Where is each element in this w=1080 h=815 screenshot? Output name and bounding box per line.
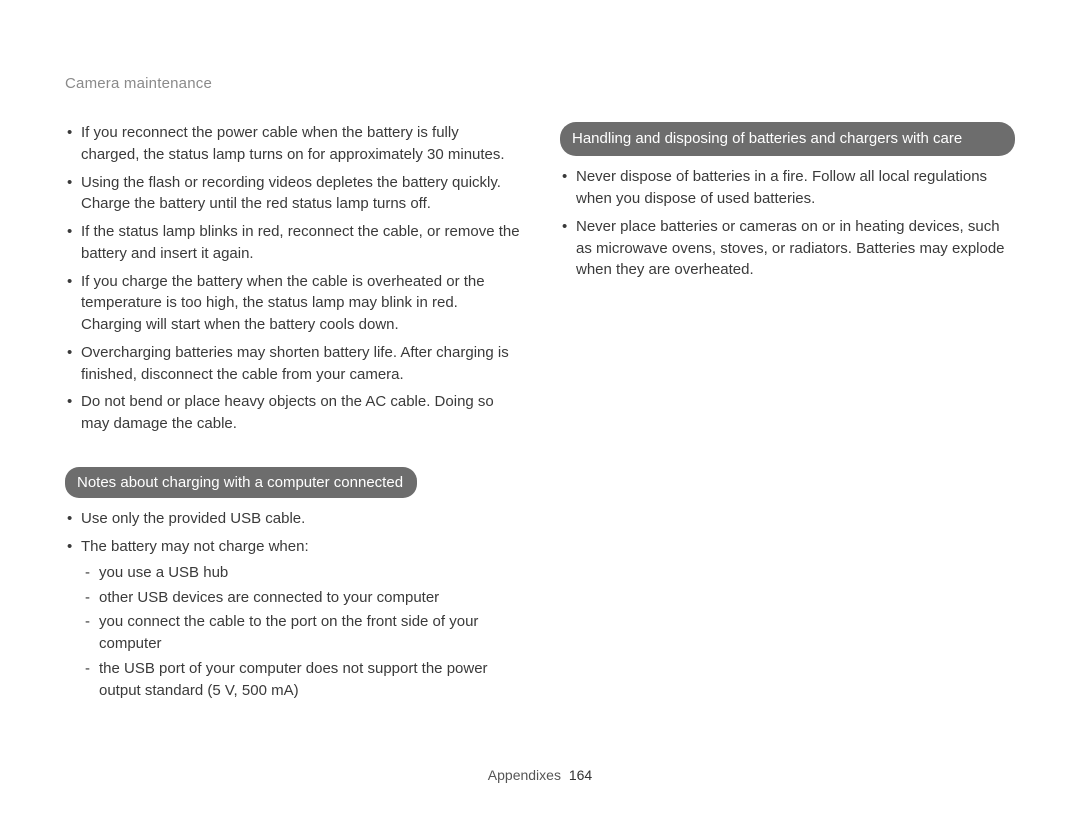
list-item-text: The battery may not charge when: (81, 538, 309, 555)
list-item: The battery may not charge when: you use… (65, 536, 520, 701)
page: Camera maintenance If you reconnect the … (0, 0, 1080, 815)
list-item: Do not bend or place heavy objects on th… (65, 391, 520, 435)
notes-list: Use only the provided USB cable. The bat… (65, 508, 520, 701)
right-column: Handling and disposing of batteries and … (560, 122, 1015, 707)
notes-heading-pill: Notes about charging with a computer con… (65, 467, 417, 499)
section-header: Camera maintenance (65, 75, 1015, 92)
list-item: Using the flash or recording videos depl… (65, 172, 520, 216)
list-item: If you reconnect the power cable when th… (65, 122, 520, 166)
sub-list-item: other USB devices are connected to your … (85, 587, 520, 609)
two-column-layout: If you reconnect the power cable when th… (65, 122, 1015, 707)
list-item: Use only the provided USB cable. (65, 508, 520, 530)
footer-page-number: 164 (569, 767, 592, 783)
left-column: If you reconnect the power cable when th… (65, 122, 520, 707)
footer-section-label: Appendixes (488, 767, 561, 783)
sub-list-item: you connect the cable to the port on the… (85, 611, 520, 655)
list-item: Overcharging batteries may shorten batte… (65, 342, 520, 386)
list-item: Never place batteries or cameras on or i… (560, 216, 1015, 281)
handling-heading-pill: Handling and disposing of batteries and … (560, 122, 1015, 156)
sub-list-item: you use a USB hub (85, 562, 520, 584)
handling-list: Never dispose of batteries in a fire. Fo… (560, 166, 1015, 281)
list-item: If you charge the battery when the cable… (65, 271, 520, 336)
notes-sublist: you use a USB hub other USB devices are … (81, 562, 520, 702)
sub-list-item: the USB port of your computer does not s… (85, 658, 520, 702)
list-item: If the status lamp blinks in red, reconn… (65, 221, 520, 265)
page-footer: Appendixes 164 (0, 767, 1080, 783)
list-item: Never dispose of batteries in a fire. Fo… (560, 166, 1015, 210)
battery-tips-list: If you reconnect the power cable when th… (65, 122, 520, 435)
